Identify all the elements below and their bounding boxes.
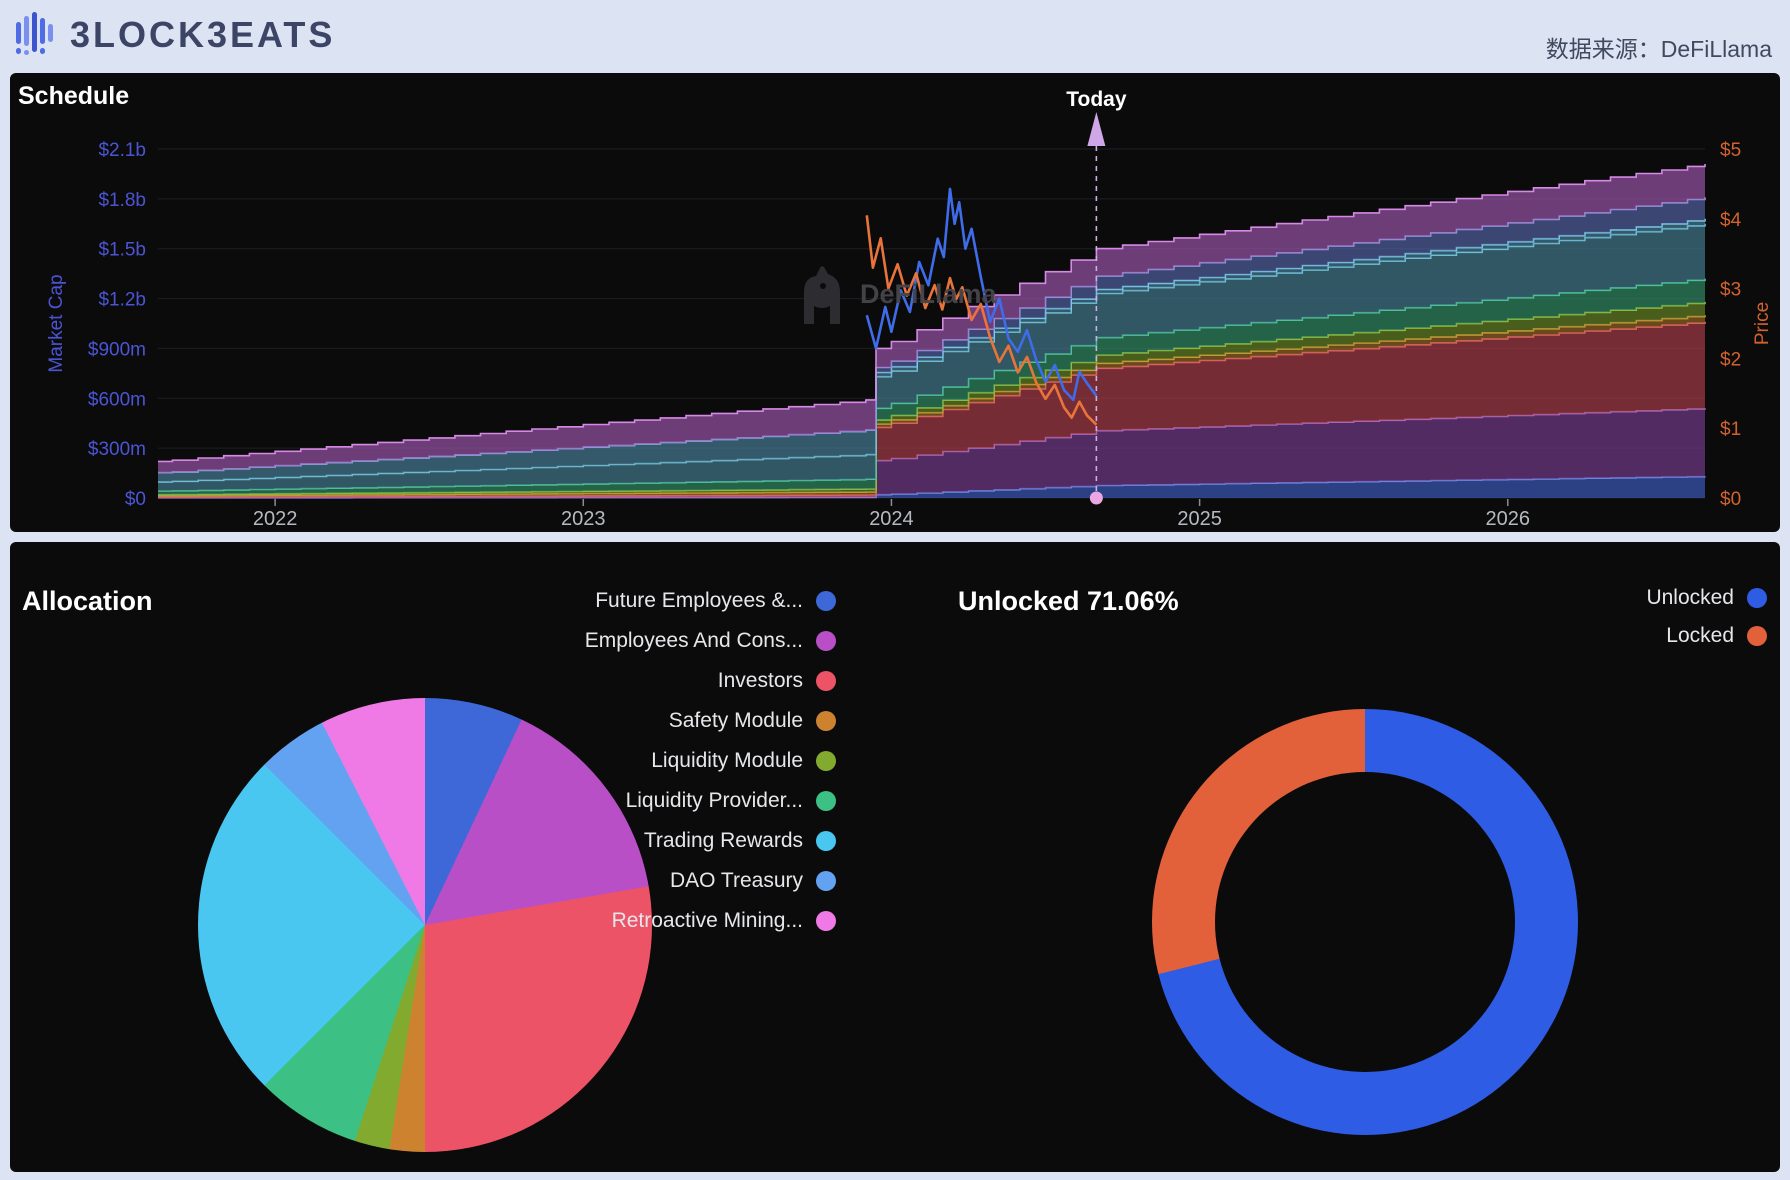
- axis-label: $1.8b: [98, 190, 146, 211]
- donut-hole: [1215, 772, 1515, 1072]
- stack-layer-orange: [158, 315, 1705, 497]
- legend-label: Future Employees &...: [595, 589, 803, 612]
- legend-dot: [1747, 626, 1767, 646]
- legend-label: Liquidity Provider...: [625, 789, 803, 812]
- line-market-cap: [865, 187, 1098, 402]
- legend-dot: [816, 671, 836, 691]
- legend-label: Trading Rewards: [643, 829, 803, 852]
- legend-dot: [816, 871, 836, 891]
- legend-dot: [816, 911, 836, 931]
- legend-label: Safety Module: [668, 709, 803, 732]
- unlocked-title: Unlocked 71.06%: [958, 586, 1179, 616]
- stack-layer-edge-violet-top: [158, 164, 1706, 463]
- header: 3LOCK3EATS 数据来源：DeFiLlama: [0, 0, 1790, 73]
- schedule-title: Schedule: [18, 82, 130, 110]
- stack-layer-red: [158, 321, 1705, 498]
- legend-label: Liquidity Module: [651, 749, 803, 772]
- axis-label: $2.1b: [98, 140, 146, 161]
- legend-label: Investors: [717, 669, 803, 692]
- axis-label: $2: [1720, 349, 1741, 370]
- legend-item: Future Employees &...: [400, 581, 836, 621]
- axis-label: $0: [1720, 489, 1741, 510]
- axis-label: $1: [1720, 419, 1741, 440]
- legend-dot: [816, 791, 836, 811]
- legend-dot: [1747, 588, 1767, 608]
- legend-item: Liquidity Provider...: [400, 781, 836, 821]
- stack-layer-purple: [158, 408, 1705, 498]
- legend-item: Investors: [400, 661, 836, 701]
- legend-item: Trading Rewards: [400, 821, 836, 861]
- axis-label: 2026: [1486, 508, 1531, 530]
- axis-label: $1.2b: [98, 290, 146, 311]
- legend-item: DAO Treasury: [400, 861, 836, 901]
- stack-layer-olive: [158, 301, 1705, 496]
- legend-item: Employees And Cons...: [400, 621, 836, 661]
- allocation-legend: Future Employees &... Employees And Cons.…: [400, 581, 836, 941]
- axis-label: $4: [1720, 210, 1742, 231]
- allocation-pie-chart: [198, 698, 652, 1152]
- brand-logo: 3LOCK3EATS: [14, 10, 335, 60]
- axis-label: 2023: [561, 508, 606, 530]
- axis-label: $5: [1720, 140, 1741, 161]
- axis-label: $600m: [88, 389, 146, 410]
- schedule-chart: Today $0 $300m $600m $900m $1.2b $1.5b $1.8b $2.…: [46, 88, 1773, 530]
- watermark: DeFiLlama: [790, 262, 997, 326]
- legend-label: Retroactive Mining...: [611, 909, 803, 932]
- watermark-text: DeFiLlama: [860, 278, 997, 309]
- line-price: [865, 215, 1098, 426]
- legend-dot: [816, 831, 836, 851]
- brand-wordmark: 3LOCK3EATS: [70, 14, 336, 55]
- stack-layer-blue: [158, 476, 1705, 498]
- left-axis-title: Market Cap: [46, 274, 67, 372]
- legend-label: Unlocked: [1646, 586, 1734, 609]
- legend-dot: [816, 711, 836, 731]
- data-source-label: 数据来源：DeFiLlama: [1545, 36, 1772, 62]
- legend-item: Locked: [1500, 617, 1767, 655]
- blockbeats-icon: [16, 12, 53, 55]
- stack-layer-green: [158, 278, 1705, 495]
- stack-layer-violet-top: [158, 164, 1705, 473]
- today-label: Today: [1066, 88, 1127, 111]
- axis-label: $1.5b: [98, 240, 146, 261]
- legend-item: Retroactive Mining...: [400, 901, 836, 941]
- axis-label: 2024: [869, 508, 914, 530]
- stack-layer-slate-blue: [158, 197, 1705, 473]
- right-axis-title: Price: [1752, 302, 1773, 345]
- axis-label: $900m: [88, 339, 146, 360]
- legend-label: Employees And Cons...: [584, 629, 803, 652]
- legend-item: Unlocked: [1500, 579, 1767, 617]
- axis-label: $3: [1720, 280, 1741, 301]
- axis-label: $0: [125, 489, 146, 510]
- axis-label: $300m: [88, 439, 146, 460]
- unlocked-donut-chart: [1152, 709, 1578, 1135]
- legend-dot: [816, 631, 836, 651]
- legend-label: Locked: [1666, 624, 1734, 647]
- legend-label: DAO Treasury: [669, 869, 803, 892]
- legend-dot: [816, 751, 836, 771]
- axis-label: 2025: [1177, 508, 1222, 530]
- legend-item: Liquidity Module: [400, 741, 836, 781]
- allocation-title: Allocation: [22, 586, 153, 616]
- stack-layer-teal: [158, 223, 1705, 492]
- legend-dot: [816, 591, 836, 611]
- axis-label: 2022: [253, 508, 298, 530]
- defillama-llama-icon: [804, 266, 840, 324]
- today-arrow-icon: [1087, 112, 1106, 146]
- today-dot: [1089, 491, 1103, 505]
- legend-item: Safety Module: [400, 701, 836, 741]
- unlocked-legend: Unlocked Locked: [1500, 579, 1767, 655]
